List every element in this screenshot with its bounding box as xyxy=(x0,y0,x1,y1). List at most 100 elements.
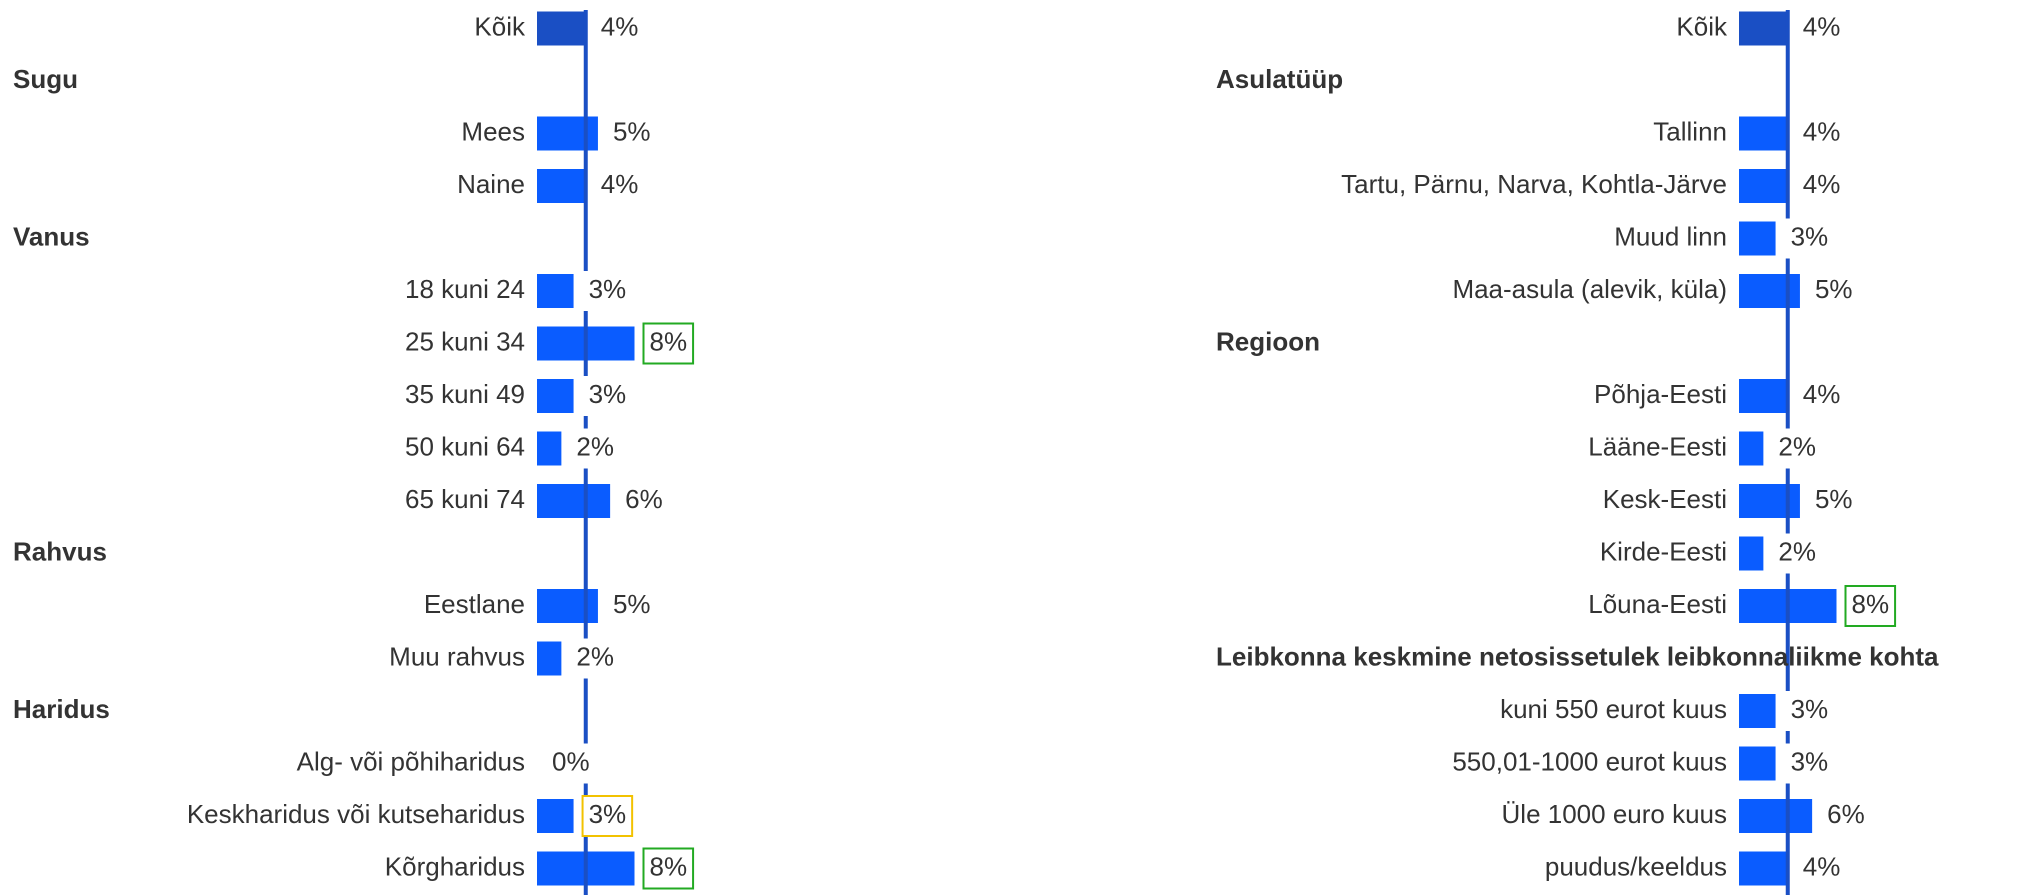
value-label: 4% xyxy=(601,11,639,41)
category-label: Tallinn xyxy=(1653,116,1727,146)
bar xyxy=(537,431,562,466)
category-label: Muud linn xyxy=(1614,221,1727,251)
bar xyxy=(537,274,574,308)
bars xyxy=(1739,11,1837,886)
value-label: 8% xyxy=(650,851,688,881)
label-bg xyxy=(606,113,657,154)
label-bg xyxy=(642,847,695,890)
label-bg xyxy=(1796,848,1847,889)
category-label: Alg- või põhiharidus xyxy=(297,746,525,776)
category-label: Kõrgharidus xyxy=(385,851,525,881)
label-bg xyxy=(546,743,596,784)
category-label: Kõik xyxy=(1676,11,1728,41)
value-label: 6% xyxy=(625,484,663,514)
category-label: 35 kuni 49 xyxy=(405,379,525,409)
category-label: Kesk-Eesti xyxy=(1603,484,1727,514)
label-bg xyxy=(1796,376,1847,416)
label-bg xyxy=(1796,166,1847,206)
label-bg xyxy=(581,795,634,837)
category-label: Kõik xyxy=(474,11,526,41)
category-label: Naine xyxy=(457,169,525,199)
category-label: puudus/keeldus xyxy=(1545,851,1727,881)
group-header: Vanus xyxy=(13,221,90,251)
value-label: 6% xyxy=(1827,799,1865,829)
label-bg xyxy=(1808,481,1859,521)
value-label: 3% xyxy=(589,379,627,409)
labels: Kõik 4% Asulatüüp Tallinn 4% Tartu, Pärnu, Na… xyxy=(1216,8,1939,889)
group-header: Rahvus xyxy=(13,536,107,566)
label-bg xyxy=(582,271,633,311)
category-label: 50 kuni 64 xyxy=(405,431,525,461)
bar xyxy=(1739,11,1788,46)
value-label: 3% xyxy=(589,274,627,304)
category-label: kuni 550 eurot kuus xyxy=(1500,694,1727,724)
value-label: 3% xyxy=(1791,694,1829,724)
label-bg xyxy=(619,481,669,521)
category-label: Maa-asula (alevik, küla) xyxy=(1452,274,1727,304)
label-bg xyxy=(1796,113,1847,154)
bar xyxy=(1739,274,1800,308)
value-label: 5% xyxy=(1815,274,1853,304)
value-label: 2% xyxy=(576,641,614,671)
value-label: 8% xyxy=(650,326,688,356)
bar xyxy=(537,379,574,413)
label-bg xyxy=(1784,691,1835,731)
label-bg xyxy=(1808,271,1859,311)
value-label: 3% xyxy=(1791,221,1829,251)
group-header: Haridus xyxy=(13,694,110,724)
bar xyxy=(1739,379,1788,413)
label-bg xyxy=(594,8,645,49)
category-label: 65 kuni 74 xyxy=(405,484,525,514)
bar xyxy=(1739,169,1788,203)
value-label: 0% xyxy=(552,746,590,776)
bar xyxy=(537,484,611,518)
bar xyxy=(1739,746,1776,781)
category-label: Põhja-Eesti xyxy=(1594,379,1727,409)
value-label: 4% xyxy=(1803,116,1841,146)
bar xyxy=(1739,431,1764,466)
bar xyxy=(1739,221,1776,256)
value-label: 8% xyxy=(1852,589,1890,619)
value-label: 4% xyxy=(1803,169,1841,199)
value-label: 5% xyxy=(613,589,651,619)
label-bg xyxy=(1844,585,1897,627)
bar xyxy=(537,169,586,203)
value-label: 2% xyxy=(576,431,614,461)
value-label: 2% xyxy=(1778,536,1816,566)
value-label: 4% xyxy=(1803,851,1841,881)
label-bg xyxy=(582,376,633,416)
value-label: 3% xyxy=(1791,746,1829,776)
label-bg xyxy=(570,428,620,469)
label-bg xyxy=(1772,428,1822,469)
value-label: 4% xyxy=(1803,11,1841,41)
bar xyxy=(1739,799,1813,833)
group-header: Asulatüüp xyxy=(1216,64,1343,94)
bar xyxy=(537,11,586,46)
bar xyxy=(1739,536,1764,571)
label-bg xyxy=(570,638,620,679)
labels: Kõik 4% Sugu Mees 5% Naine 4% Vanus 18 kuni 24 3%… xyxy=(13,8,695,890)
group-header: Leibkonna keskmine netosissetulek leibko… xyxy=(1216,641,1939,671)
value-label: 4% xyxy=(1803,379,1841,409)
bar xyxy=(1739,484,1800,518)
category-label: Mees xyxy=(461,116,525,146)
label-bg xyxy=(1821,796,1871,836)
category-label: Lõuna-Eesti xyxy=(1588,589,1727,619)
label-bg xyxy=(1772,533,1822,574)
category-label: Muu rahvus xyxy=(389,641,525,671)
category-label: Üle 1000 euro kuus xyxy=(1502,799,1727,829)
group-header: Sugu xyxy=(13,64,78,94)
category-label: Keskharidus või kutseharidus xyxy=(187,799,525,829)
bar xyxy=(537,589,598,623)
value-label: 5% xyxy=(613,116,651,146)
label-bg xyxy=(606,586,657,626)
category-label: 550,01-1000 eurot kuus xyxy=(1452,746,1727,776)
label-bg xyxy=(1784,218,1835,259)
label-bg xyxy=(594,166,645,206)
value-label: 2% xyxy=(1778,431,1816,461)
group-header: Regioon xyxy=(1216,326,1320,356)
category-label: Lääne-Eesti xyxy=(1588,431,1727,461)
label-bg xyxy=(1796,8,1847,49)
category-label: Eestlane xyxy=(424,589,525,619)
